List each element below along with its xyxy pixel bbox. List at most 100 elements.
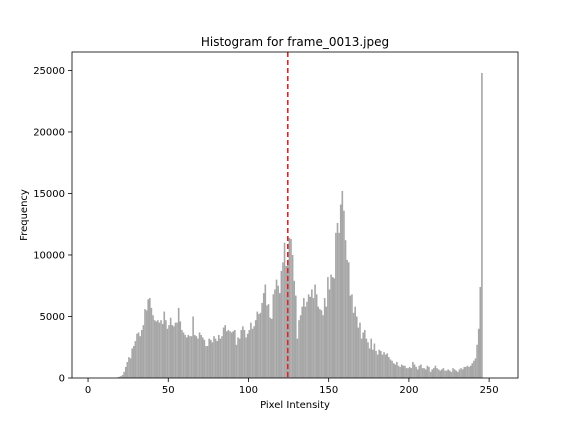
histogram-bar (303, 298, 305, 378)
histogram-bar (182, 332, 185, 378)
histogram-bar (131, 348, 133, 378)
histogram-bar (331, 277, 334, 378)
histogram-bar (153, 320, 156, 378)
histogram-bar (219, 338, 222, 378)
histogram-bar (322, 315, 324, 378)
histogram-bar (365, 338, 368, 378)
histogram-bar (312, 298, 315, 378)
histogram-bar (453, 369, 456, 378)
histogram-bar (458, 369, 461, 378)
histogram-bar (192, 316, 194, 378)
histogram-bar (339, 204, 342, 378)
histogram-bar (216, 341, 218, 378)
histogram-bar (355, 316, 358, 378)
histogram-bar (201, 337, 204, 378)
histogram-bar (469, 365, 472, 378)
histogram-bar (479, 286, 482, 378)
histogram-bar (145, 310, 148, 378)
histogram-bar (221, 336, 223, 378)
histogram-bar (283, 242, 286, 378)
histogram-bar (137, 332, 140, 378)
histogram-bar (124, 366, 127, 378)
histogram-bar (290, 238, 292, 378)
histogram-bar (304, 306, 307, 378)
histogram-bar (176, 322, 178, 378)
histogram-bar (139, 336, 141, 378)
histogram-bar (413, 364, 416, 378)
histogram-bar (185, 337, 188, 378)
histogram-bar (370, 338, 373, 378)
histogram-bar (317, 306, 320, 378)
histogram-bar (314, 284, 316, 378)
histogram-bar (238, 338, 241, 378)
histogram-bar (251, 328, 254, 378)
histogram-bar (307, 294, 310, 378)
histogram-bar (384, 354, 387, 378)
histogram-bar (195, 336, 198, 378)
histogram-bar (209, 339, 212, 378)
histogram-bar (224, 325, 227, 378)
histogram-bar (352, 312, 355, 378)
histogram-bar (206, 346, 209, 378)
histogram-bar (359, 322, 361, 378)
histogram-bar (424, 369, 427, 378)
histogram-bar (157, 320, 159, 378)
histogram-bar (418, 365, 421, 378)
histogram-bar (373, 343, 376, 378)
histogram-bar (375, 350, 377, 378)
histogram-bar (423, 368, 425, 378)
histogram-bar (245, 337, 247, 378)
histogram-bar (262, 293, 265, 378)
histogram-bar (232, 331, 235, 378)
histogram-bar (256, 311, 259, 378)
histogram-bar (447, 369, 450, 378)
y-tick-label: 10000 (33, 250, 65, 261)
histogram-bar (455, 370, 458, 378)
histogram-bar (468, 366, 470, 378)
histogram-bar (198, 332, 201, 378)
histogram-bar (415, 366, 417, 378)
histogram-bar (136, 333, 138, 378)
histogram-bar (121, 374, 124, 378)
histogram-bar (381, 354, 384, 378)
histogram-bar (346, 259, 348, 378)
histogram-bar (171, 325, 174, 378)
histogram-bar (166, 328, 169, 378)
histogram-bar (471, 363, 474, 378)
histogram-bar (211, 342, 214, 378)
histogram-bar (399, 366, 401, 378)
histogram-bar (412, 362, 414, 378)
histogram-bar (386, 353, 389, 378)
histogram-bar (357, 327, 360, 378)
histogram-bar (449, 370, 451, 378)
histogram-bar (173, 326, 175, 378)
histogram-bar (347, 262, 350, 378)
histogram-bar (142, 325, 145, 378)
histogram-bar (436, 368, 438, 378)
histogram-bar (174, 322, 177, 378)
y-tick-label: 15000 (33, 189, 65, 200)
histogram-bar (275, 279, 278, 378)
histogram-bar (323, 298, 326, 378)
histogram-bar (235, 344, 238, 378)
y-tick-label: 5000 (40, 312, 65, 323)
x-tick-label: 150 (319, 385, 338, 396)
histogram-bar (319, 309, 321, 378)
histogram-bar (291, 254, 294, 378)
histogram-bar (277, 285, 279, 378)
histogram-bar (242, 326, 244, 378)
histogram-bar (445, 370, 448, 378)
histogram-bar (391, 360, 393, 378)
histogram-bar (378, 349, 381, 378)
histogram-bar (293, 280, 295, 378)
histogram-bar (335, 232, 337, 378)
y-axis: 0 5000 10000 15000 20000 25000 (33, 66, 72, 385)
histogram-bar (344, 240, 347, 378)
histogram-bar (248, 330, 251, 378)
histogram-bar (408, 366, 411, 378)
histogram-bar (261, 302, 263, 378)
histogram-bar (439, 370, 441, 378)
histogram-bar (299, 315, 302, 378)
histogram-bar (404, 365, 406, 378)
histogram-bar (295, 295, 297, 378)
